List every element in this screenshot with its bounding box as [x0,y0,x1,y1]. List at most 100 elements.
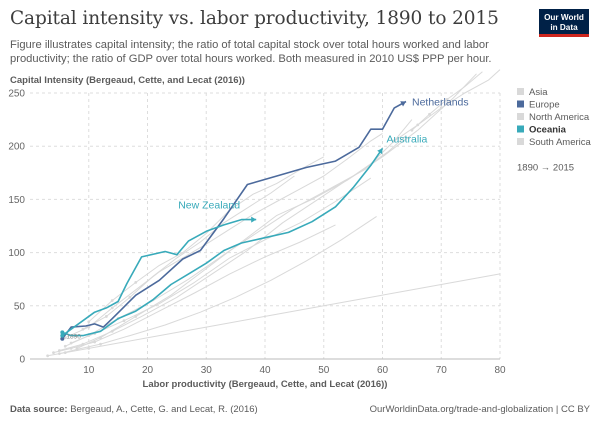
legend-label: South America [529,137,591,148]
background-series-line [82,175,295,330]
background-series-point [69,346,73,350]
legend-label: Europe [529,100,560,111]
x-tick-label: 10 [83,365,95,376]
chart-title: Capital intensity vs. labor productivity… [10,8,499,29]
legend-item-asia[interactable]: Asia [517,87,548,98]
series-start-point [60,330,65,335]
axis-layer: 0 50 100 150 200 250 10 20 30 40 50 60 70 80 Labor pro… [8,89,506,391]
series-end-arrow [377,148,383,155]
background-series-line [59,215,377,355]
legend-swatch [517,88,524,95]
owid-logo[interactable]: Our World in Data [539,9,589,37]
y-tick-label: 50 [14,301,26,312]
legend-label: Oceania [529,125,567,136]
legend-item-oceania[interactable]: Oceania [517,125,567,136]
chart-subtitle: Figure illustrates capital intensity; th… [10,39,492,65]
y-tick-label: 200 [8,142,25,153]
series-label: Netherlands [412,97,469,109]
series-start-point [60,333,65,338]
series-line [61,100,407,340]
y-tick-label: 0 [19,355,25,366]
background-series-line [59,135,407,351]
legend-swatch [517,138,524,145]
series-label: Australia [387,133,428,145]
background-series-point [445,97,449,101]
legend-swatch [517,125,524,133]
background-series-point [87,320,91,324]
highlighted-series-layer: Netherlands New Zealand Australia 1890 [60,97,469,341]
x-tick-label: 60 [377,365,389,376]
background-series-point [416,123,420,127]
logo-accent-bar [539,34,589,37]
legend-label: Asia [529,87,548,98]
background-series-point [57,349,61,352]
series-start-point [60,336,65,341]
background-series-point [99,342,102,346]
y-tick-label: 250 [8,89,25,100]
series-line [62,147,384,337]
background-series-point [439,106,443,110]
logo-line-2: in Data [550,23,578,32]
background-series-point [93,340,97,344]
background-series-point [57,352,61,356]
url-license[interactable]: OurWorldinData.org/trade-and-globalizati… [369,404,590,415]
legend-item-south-america[interactable]: South America [517,137,591,148]
legend-item-north-america[interactable]: North America [517,112,590,123]
x-tick-label: 80 [494,365,506,376]
x-tick-label: 50 [318,365,330,376]
legend-swatch [517,113,524,120]
series-end-arrow [251,216,257,223]
x-tick-label: 40 [259,365,271,376]
background-series-point [134,315,138,318]
background-series-point [75,348,79,351]
legend-item-europe[interactable]: Europe [517,100,560,111]
background-series-point [128,295,132,299]
background-series-point [104,315,108,318]
background-series-point [69,341,73,345]
background-series-point [110,299,114,302]
background-series-point [392,139,396,143]
background-series-line [76,73,477,349]
background-series-point [110,329,114,333]
series-label: New Zealand [178,200,240,212]
y-tick-label: 150 [8,195,25,206]
series-new-zealand[interactable]: New Zealand [60,200,257,338]
x-tick-label: 70 [436,365,448,376]
background-series-point [52,351,55,355]
background-series-line [70,177,372,344]
series-line [61,218,257,337]
x-tick-label: 20 [142,365,154,376]
background-series-point [87,346,91,350]
start-year-label: 1890 [66,334,81,341]
background-series-point [81,327,85,331]
background-series-line [65,119,413,347]
series-australia[interactable]: Australia [60,133,428,337]
series-end-arrow [400,101,406,107]
background-series-point [81,342,85,346]
data-source-text: Bergeaud, A., Cette, G. and Lecat, R. (2… [70,404,258,415]
background-series-point [122,319,126,323]
time-range-label: 1890 → 2015 [517,163,574,174]
y-tick-label: 100 [8,248,25,259]
background-series-line [88,156,325,323]
background-series-line [65,132,383,339]
background-series-line [394,69,501,142]
background-series-layer [46,69,501,358]
background-series-point [99,336,102,340]
legend-swatch [517,100,524,108]
background-series-point [46,354,50,358]
background-series-point [110,306,114,310]
background-series-point [428,112,431,116]
x-tick-label: 30 [201,365,213,376]
background-series-line [47,273,501,357]
background-series-point [410,128,414,132]
background-series-point [134,280,138,284]
data-source: Data source: Bergeaud, A., Cette, G. and… [10,404,258,415]
logo-line-1: Our World [544,13,584,22]
legend-label: North America [529,112,590,123]
background-series-point [63,351,67,355]
background-series-point [87,325,91,329]
series-netherlands[interactable]: Netherlands [60,97,469,341]
